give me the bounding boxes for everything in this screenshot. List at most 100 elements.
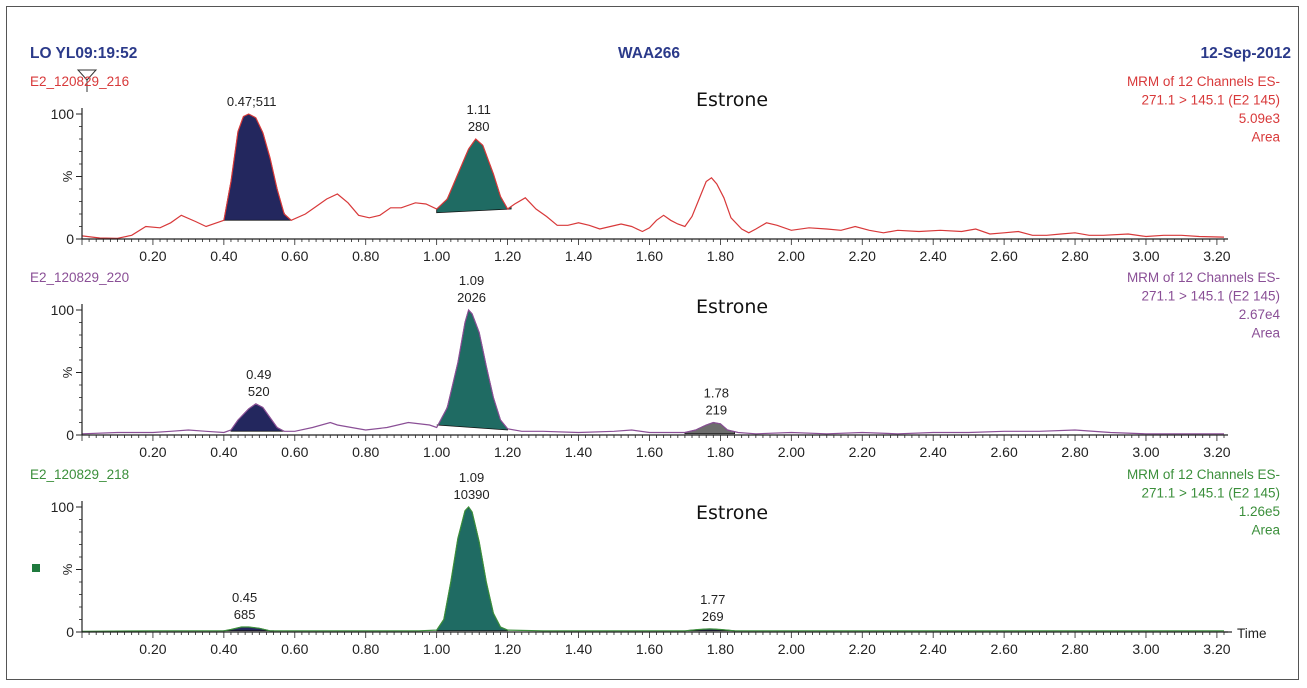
y-tick-label: % bbox=[60, 366, 75, 378]
x-tick-label: 1.80 bbox=[707, 444, 734, 460]
peak-label: 2026 bbox=[457, 290, 486, 305]
peak-label: 1.78 bbox=[704, 386, 729, 401]
y-tick-label: % bbox=[60, 563, 75, 575]
peak-label: 1.09 bbox=[459, 470, 484, 485]
trace-line bbox=[81, 506, 1224, 632]
x-tick-label: 2.00 bbox=[778, 641, 805, 657]
x-tick-label: 2.20 bbox=[849, 641, 876, 657]
x-tick-label: 2.20 bbox=[849, 248, 876, 264]
x-tick-label: 1.40 bbox=[565, 248, 592, 264]
channel-info-line: Area bbox=[1251, 326, 1280, 341]
x-tick-label: 3.20 bbox=[1203, 248, 1230, 264]
x-tick-label: 3.00 bbox=[1132, 641, 1159, 657]
x-tick-label: 2.20 bbox=[849, 444, 876, 460]
x-tick-label: 1.20 bbox=[494, 248, 521, 264]
peak-label: 0.45 bbox=[232, 590, 257, 605]
acquisition-time-label: LO YL09:19:52 bbox=[30, 45, 138, 62]
peak-label: 280 bbox=[468, 119, 490, 134]
compound-label: Estrone bbox=[696, 89, 768, 111]
x-tick-label: 2.00 bbox=[778, 248, 805, 264]
channel-info-line: 1.26e5 bbox=[1239, 504, 1280, 519]
trace-name-label: E2_120829_216 bbox=[30, 74, 129, 89]
x-tick-label: 0.80 bbox=[352, 248, 379, 264]
x-tick-label: 0.80 bbox=[352, 641, 379, 657]
x-tick-label: 1.60 bbox=[636, 444, 663, 460]
x-tick-label: 2.80 bbox=[1061, 248, 1088, 264]
y-tick-label: 100 bbox=[51, 106, 75, 122]
x-tick-label: 2.60 bbox=[990, 641, 1017, 657]
x-tick-label: 2.80 bbox=[1061, 444, 1088, 460]
x-tick-label: 3.20 bbox=[1203, 641, 1230, 657]
x-tick-label: 3.00 bbox=[1132, 248, 1159, 264]
x-tick-label: 3.20 bbox=[1203, 444, 1230, 460]
x-tick-label: 0.20 bbox=[139, 248, 166, 264]
y-tick-label: 0 bbox=[66, 231, 74, 247]
peak-label: 1.11 bbox=[466, 102, 490, 117]
x-tick-label: 1.00 bbox=[423, 444, 450, 460]
x-tick-label: 1.40 bbox=[565, 444, 592, 460]
x-tick-label: 0.60 bbox=[281, 444, 308, 460]
x-tick-label: 1.80 bbox=[707, 641, 734, 657]
peak-label: 219 bbox=[705, 403, 727, 418]
trace-line bbox=[81, 113, 1225, 239]
chromatogram-panel-2: E2_120829_220 Estrone MRM of 12 Channels E… bbox=[30, 270, 1280, 460]
x-tick-label: 0.80 bbox=[352, 444, 379, 460]
x-tick-label: 0.40 bbox=[210, 641, 237, 657]
compound-label: Estrone bbox=[696, 502, 768, 524]
x-tick-label: 0.40 bbox=[210, 444, 237, 460]
chromatogram-panel-3: E2_120829_218 Estrone MRM of 12 Channels E… bbox=[30, 467, 1280, 657]
x-tick-label: 0.20 bbox=[139, 641, 166, 657]
x-tick-label: 3.00 bbox=[1132, 444, 1159, 460]
peak-label: 1.09 bbox=[459, 273, 484, 288]
x-tick-label: 0.60 bbox=[281, 248, 308, 264]
x-tick-label: 2.40 bbox=[920, 444, 947, 460]
trace-name-label: E2_120829_218 bbox=[30, 467, 129, 482]
peak-area bbox=[436, 507, 509, 632]
channel-info-line: 271.1 > 145.1 (E2 145) bbox=[1142, 93, 1280, 108]
peak-label: 10390 bbox=[453, 487, 489, 502]
y-tick-label: % bbox=[60, 170, 75, 182]
x-tick-label: 2.40 bbox=[920, 641, 947, 657]
date-label: 12-Sep-2012 bbox=[1200, 45, 1291, 62]
x-tick-label: 1.00 bbox=[423, 641, 450, 657]
square-icon bbox=[32, 564, 40, 572]
x-tick-label: 1.20 bbox=[494, 641, 521, 657]
x-tick-label: 2.00 bbox=[778, 444, 805, 460]
peak-label: 685 bbox=[234, 607, 256, 622]
sample-id-label: WAA266 bbox=[618, 45, 681, 62]
cursor-marker-icon bbox=[76, 69, 98, 81]
peak-area bbox=[436, 310, 509, 431]
x-tick-label: 0.60 bbox=[281, 641, 308, 657]
y-tick-label: 100 bbox=[51, 302, 75, 318]
trace-name-label: E2_120829_220 bbox=[30, 270, 129, 285]
channel-info-line: MRM of 12 Channels ES- bbox=[1127, 467, 1280, 482]
channel-info-line: 271.1 > 145.1 (E2 145) bbox=[1142, 486, 1280, 501]
chromatogram-panel-1: E2_120829_216 Estrone MRM of 12 Channels E… bbox=[30, 74, 1280, 264]
x-tick-label: 1.20 bbox=[494, 444, 521, 460]
peak-label: 520 bbox=[248, 384, 270, 399]
x-tick-label: 0.20 bbox=[139, 444, 166, 460]
x-tick-label: 1.00 bbox=[423, 248, 450, 264]
peak-label: 1.77 bbox=[700, 592, 725, 607]
peak-label: 0.47;511 bbox=[227, 94, 277, 109]
x-tick-label: 1.80 bbox=[707, 248, 734, 264]
y-tick-label: 100 bbox=[51, 499, 75, 515]
x-tick-label: 2.40 bbox=[920, 248, 947, 264]
x-tick-label: 0.40 bbox=[210, 248, 237, 264]
channel-info-line: Area bbox=[1251, 130, 1280, 145]
y-tick-label: 0 bbox=[66, 427, 74, 443]
channel-info-line: 2.67e4 bbox=[1239, 307, 1281, 322]
x-axis-label: Time bbox=[1237, 626, 1267, 641]
channel-info-line: Area bbox=[1251, 523, 1280, 538]
channel-info-line: MRM of 12 Channels ES- bbox=[1127, 270, 1280, 285]
channel-info-line: 5.09e3 bbox=[1239, 111, 1280, 126]
peak-label: 0.49 bbox=[246, 367, 271, 382]
trace-line bbox=[81, 308, 1224, 435]
x-tick-label: 2.80 bbox=[1061, 641, 1088, 657]
channel-info-line: 271.1 > 145.1 (E2 145) bbox=[1142, 289, 1280, 304]
x-tick-label: 2.60 bbox=[990, 444, 1017, 460]
y-tick-label: 0 bbox=[66, 624, 74, 640]
peak-label: 269 bbox=[702, 609, 724, 624]
x-tick-label: 2.60 bbox=[990, 248, 1017, 264]
